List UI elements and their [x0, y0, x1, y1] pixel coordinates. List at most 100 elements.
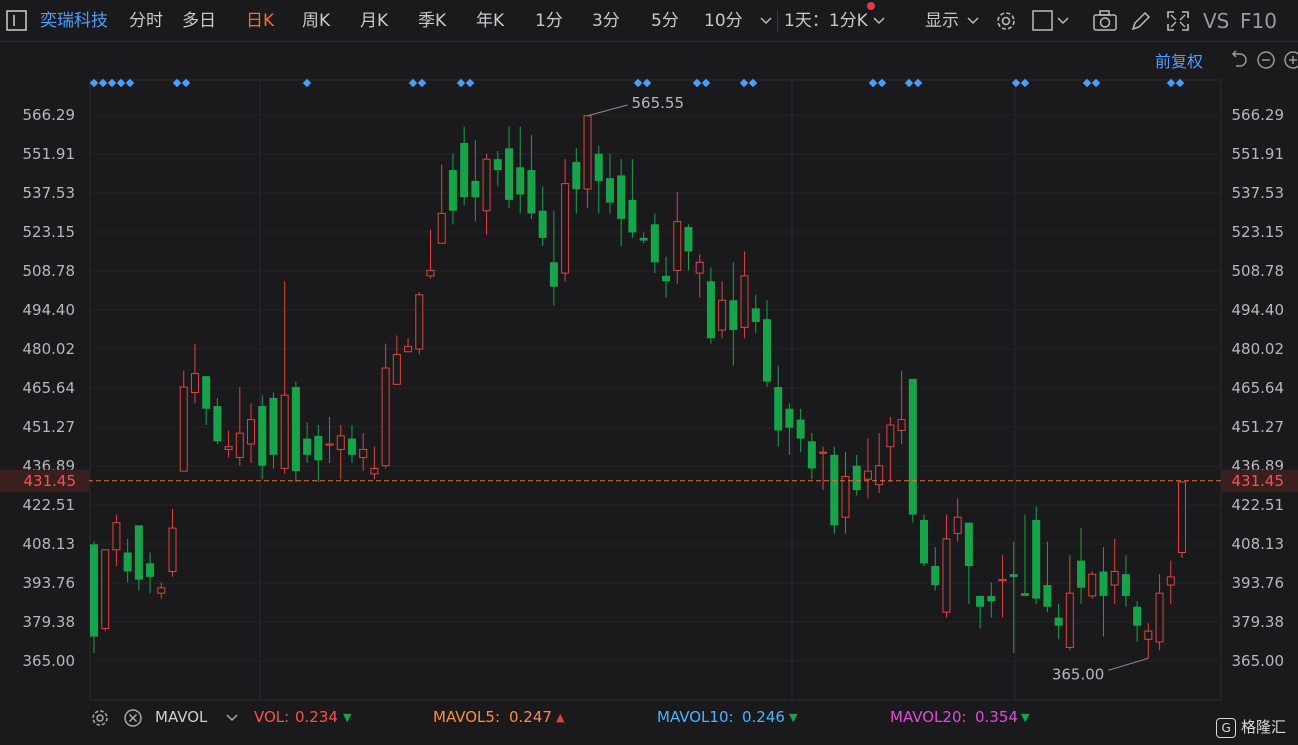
- event-marker: [302, 78, 312, 88]
- chevron-down-icon[interactable]: [967, 16, 979, 26]
- zoom-in-icon[interactable]: [1283, 50, 1298, 70]
- candle-up: [280, 281, 289, 474]
- candle-body: [1009, 574, 1018, 577]
- y-tick-label-left: 480.02: [23, 340, 76, 358]
- candle-body: [762, 319, 771, 382]
- vol-value: 0.234: [295, 708, 338, 726]
- gear-icon[interactable]: [994, 9, 1018, 33]
- tab-1min[interactable]: 1分: [535, 11, 563, 31]
- candle-body: [639, 237, 648, 241]
- y-tick-label-left: 508.78: [23, 262, 76, 280]
- candle-up: [819, 446, 828, 491]
- candle-body: [662, 275, 671, 282]
- candle-body: [718, 299, 727, 331]
- candle-up: [875, 433, 884, 493]
- candle-down: [729, 262, 738, 366]
- undo-icon[interactable]: [1228, 50, 1248, 70]
- volume-indicator-bar: MAVOL VOL: 0.234 ▼ MAVOL5: 0.247 ▲ MAVOL…: [0, 700, 1298, 735]
- mavol5-value: 0.247: [509, 708, 552, 726]
- y-tick-label-right: 393.76: [1232, 574, 1285, 592]
- candle-body: [303, 438, 312, 455]
- tab-intraday[interactable]: 分时: [129, 11, 163, 31]
- y-tick-label-left: 451.27: [23, 418, 76, 436]
- candle-body: [931, 566, 940, 586]
- camera-icon[interactable]: [1093, 10, 1117, 32]
- max-label-leader: [587, 104, 628, 117]
- down-arrow-icon: ▼: [789, 711, 798, 724]
- tab-daily-k[interactable]: 日K: [246, 11, 275, 31]
- candle-body: [359, 448, 368, 459]
- tab-weekly-k[interactable]: 周K: [302, 11, 331, 31]
- candle-body: [729, 300, 738, 331]
- chevron-down-icon[interactable]: [760, 16, 772, 26]
- candle-up: [673, 191, 682, 284]
- candle-body: [1121, 574, 1130, 596]
- candle-up: [863, 438, 872, 499]
- candle-body: [1099, 571, 1108, 596]
- candle-body: [920, 519, 929, 564]
- y-tick-label-right: 422.51: [1232, 496, 1285, 514]
- candle-down: [269, 392, 278, 469]
- candle-body: [168, 527, 177, 572]
- candle-body: [437, 212, 446, 244]
- pencil-icon[interactable]: [1130, 10, 1152, 32]
- gear-icon[interactable]: [90, 708, 110, 728]
- y-tick-label-left: 566.29: [23, 106, 76, 124]
- candle-body: [886, 424, 895, 448]
- candle-up: [370, 446, 379, 480]
- adjust-mode-button[interactable]: 前复权: [1155, 52, 1204, 71]
- candle-down: [347, 425, 356, 463]
- candle-up: [841, 452, 850, 534]
- chevron-down-icon[interactable]: [226, 713, 238, 723]
- candle-body: [1077, 560, 1086, 588]
- candle-down: [460, 126, 469, 206]
- tab-3min[interactable]: 3分: [592, 11, 620, 31]
- event-marker: [172, 78, 182, 88]
- candle-down: [291, 381, 300, 482]
- zoom-out-icon[interactable]: [1256, 50, 1276, 70]
- vs-button[interactable]: VS: [1203, 9, 1230, 33]
- stock-name[interactable]: 奕瑞科技: [40, 11, 108, 31]
- candle-down: [1121, 555, 1130, 607]
- candle-body: [112, 522, 121, 551]
- candle-body: [1043, 585, 1052, 607]
- y-tick-label-left: 465.64: [23, 379, 76, 397]
- tab-quarterly-k[interactable]: 季K: [418, 11, 447, 31]
- candle-body: [1178, 481, 1186, 553]
- candle-up: [112, 514, 121, 567]
- current-price-badge-left: [0, 469, 89, 492]
- y-tick-label-left: 365.00: [23, 652, 76, 670]
- candle-body: [190, 372, 199, 393]
- candle-up: [325, 416, 334, 463]
- candle-body: [774, 387, 783, 431]
- candle-up: [190, 343, 199, 404]
- y-tick-label-left: 393.76: [23, 574, 76, 592]
- tab-5min[interactable]: 5分: [651, 11, 679, 31]
- indicator-name[interactable]: MAVOL: [155, 708, 208, 726]
- chevron-down-icon[interactable]: [873, 16, 885, 26]
- event-marker: [125, 78, 135, 88]
- f10-button[interactable]: F10: [1240, 9, 1277, 33]
- display-menu[interactable]: 显示: [925, 11, 959, 31]
- color-picker-icon[interactable]: [1032, 10, 1072, 32]
- candle-down: [931, 547, 940, 591]
- tab-10min[interactable]: 10分: [704, 11, 743, 31]
- candle-down: [505, 126, 514, 209]
- logo-text: 格隆汇: [1240, 718, 1286, 736]
- tab-multi-day[interactable]: 多日: [182, 11, 216, 31]
- event-marker: [89, 78, 99, 88]
- candle-down: [751, 294, 760, 333]
- candle-body: [516, 167, 525, 195]
- min-price-label: 365.00: [1052, 665, 1105, 683]
- close-icon[interactable]: [123, 708, 143, 728]
- candle-body: [650, 224, 659, 263]
- candle-down: [471, 140, 480, 222]
- sidebar-toggle-icon[interactable]: [6, 10, 28, 32]
- tab-monthly-k[interactable]: 月K: [360, 11, 389, 31]
- tab-yearly-k[interactable]: 年K: [476, 11, 505, 31]
- fullscreen-icon[interactable]: [1166, 10, 1190, 32]
- multi-period-select[interactable]: 1天：1分K: [784, 11, 868, 31]
- candle-up: [1110, 538, 1119, 605]
- candle-down: [1099, 547, 1108, 637]
